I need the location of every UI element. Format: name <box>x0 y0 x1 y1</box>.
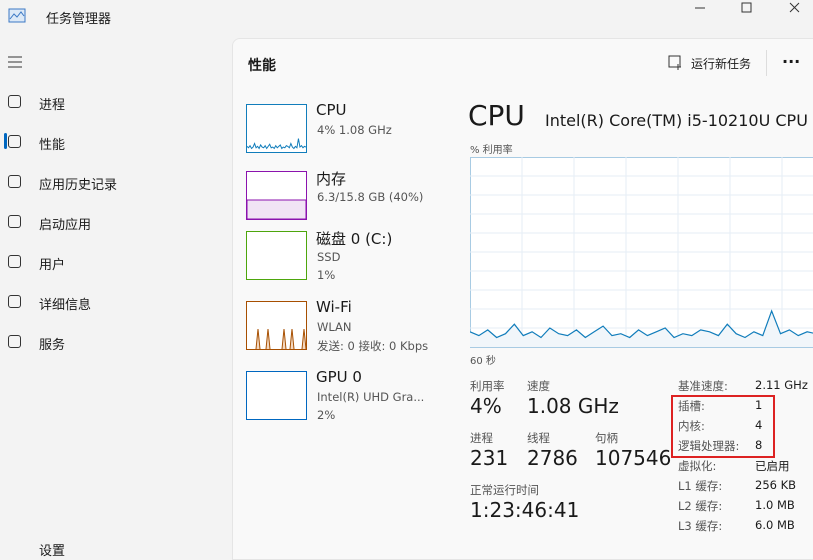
stat-value: 4% <box>470 394 502 418</box>
nav-icon <box>8 215 21 228</box>
spec-label: 逻辑处理器: <box>678 438 739 454</box>
spec-value: 1 <box>755 398 762 412</box>
stat-value: 1:23:46:41 <box>470 498 579 522</box>
spec-label: 内核: <box>678 418 705 434</box>
stat-label: 线程 <box>527 430 550 446</box>
spec-label: L3 缓存: <box>678 518 722 534</box>
stat-label: 句柄 <box>595 430 618 446</box>
spec-label: L1 缓存: <box>678 478 722 494</box>
device-detail: Intel(R) UHD Gra... <box>317 390 424 404</box>
stat-value: 231 <box>470 446 508 470</box>
nav-icon <box>8 255 21 268</box>
nav-item[interactable]: 应用历史记录 <box>39 174 117 193</box>
spec-value: 8 <box>755 438 762 452</box>
device-thumbnail <box>246 231 308 281</box>
thumb-fill <box>247 200 306 219</box>
device-thumbnail <box>246 371 308 421</box>
stat-label: 速度 <box>527 378 550 394</box>
run-icon <box>668 55 684 71</box>
device-name[interactable]: 磁盘 0 (C:) <box>316 228 392 249</box>
device-name[interactable]: 内存 <box>316 168 346 189</box>
graph-label: % 利用率 <box>470 141 513 156</box>
more-button[interactable]: ··· <box>782 52 800 71</box>
stat-label: 进程 <box>470 430 493 446</box>
device-detail: 2% <box>317 408 335 422</box>
run-task-button[interactable]: 运行新任务 <box>691 55 751 72</box>
device-thumbnail <box>246 104 308 154</box>
time-label: 60 秒 <box>470 352 496 367</box>
device-detail: 4% 1.08 GHz <box>317 123 392 137</box>
spec-label: 基准速度: <box>678 378 728 394</box>
thumb-frame <box>247 232 307 280</box>
spec-value: 256 KB <box>755 478 796 492</box>
nav-item[interactable]: 详细信息 <box>39 294 91 313</box>
cpu-model: Intel(R) Core(TM) i5-10210U CPU @ <box>545 111 813 130</box>
page-title: 性能 <box>248 55 276 75</box>
thumb-frame <box>247 302 307 350</box>
thumb-frame <box>247 372 307 420</box>
stat-label: 正常运行时间 <box>470 482 539 498</box>
window-title: 任务管理器 <box>46 8 111 27</box>
device-detail: SSD <box>317 250 340 264</box>
nav-item[interactable]: 用户 <box>39 254 65 273</box>
spec-value: 4 <box>755 418 762 432</box>
stat-label: 利用率 <box>470 378 505 394</box>
device-detail: 6.3/15.8 GB (40%) <box>317 190 423 204</box>
nav-item[interactable]: 性能 <box>39 134 65 153</box>
nav-item[interactable]: 启动应用 <box>39 214 91 233</box>
cpu-graph <box>470 157 813 348</box>
device-detail: 发送: 0 接收: 0 Kbps <box>317 338 428 354</box>
window-controls[interactable] <box>680 0 813 20</box>
app-icon <box>8 8 28 24</box>
nav-icon <box>8 135 21 148</box>
stat-value: 1.08 GHz <box>527 394 619 418</box>
nav-icon <box>8 175 21 188</box>
stat-value: 107546 <box>595 446 671 470</box>
nav-icon <box>8 295 21 308</box>
spec-value: 6.0 MB <box>755 518 795 532</box>
menu-icon[interactable] <box>8 56 24 68</box>
spec-label: 虚拟化: <box>678 458 716 474</box>
nav-item[interactable]: 服务 <box>39 334 65 353</box>
spec-label: 插槽: <box>678 398 705 414</box>
nav-icon <box>8 95 21 108</box>
device-name[interactable]: CPU <box>316 101 347 119</box>
nav-indicator <box>4 133 7 149</box>
detail-title: CPU <box>468 99 525 132</box>
spec-value: 已启用 <box>755 458 790 474</box>
spec-value: 1.0 MB <box>755 498 795 512</box>
divider <box>766 50 767 76</box>
device-detail: 1% <box>317 268 335 282</box>
device-name[interactable]: Wi-Fi <box>316 298 352 316</box>
nav-item[interactable]: 进程 <box>39 94 65 113</box>
device-thumbnail <box>246 301 308 351</box>
nav-highlight <box>4 124 226 158</box>
device-thumbnail <box>246 171 308 221</box>
stat-value: 2786 <box>527 446 578 470</box>
device-name[interactable]: GPU 0 <box>316 368 362 386</box>
nav-icon <box>8 335 21 348</box>
spec-value: 2.11 GHz <box>755 378 808 392</box>
device-detail: WLAN <box>317 320 352 334</box>
spec-label: L2 缓存: <box>678 498 722 514</box>
